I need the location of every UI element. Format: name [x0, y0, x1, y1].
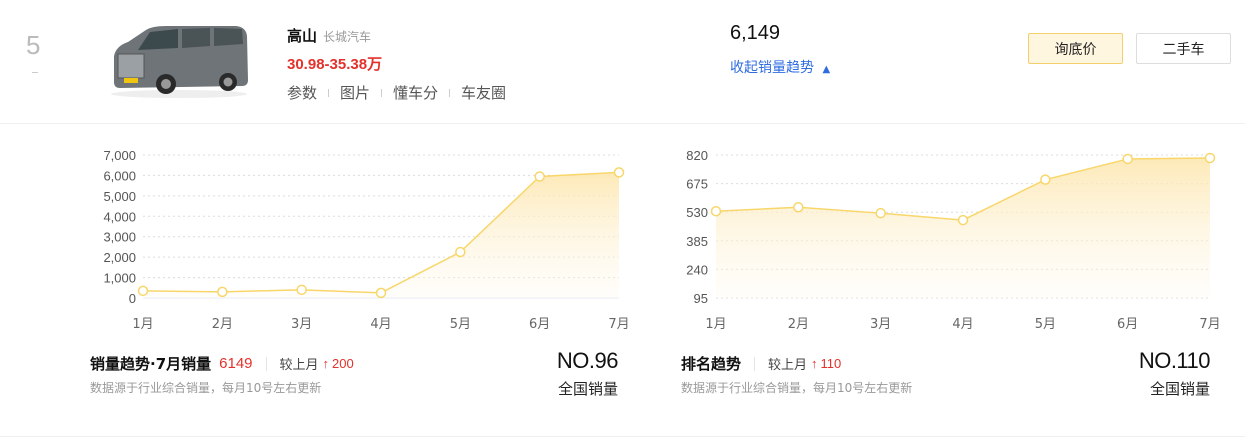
data-point [296, 284, 307, 296]
y-tick-label: 6,000 [103, 168, 136, 183]
price-range: 30.98-35.38万 [287, 56, 383, 73]
rank-trend-title: 排名趋势 较上月 ↑ 110 [681, 353, 841, 374]
divider [328, 88, 330, 97]
triangle-up-icon: ▲ [822, 64, 831, 75]
y-tick-label: 7,000 [103, 148, 136, 163]
collapse-trend-toggle[interactable]: 收起销量趋势 ▲ [730, 57, 830, 77]
brand-name[interactable]: 长城汽车 [323, 30, 372, 44]
y-tick-label: 385 [686, 234, 708, 249]
data-point [957, 214, 969, 226]
x-tick-label: 2月 [212, 317, 233, 332]
rank-number: 5 [26, 30, 41, 60]
x-tick-label: 1月 [132, 317, 153, 332]
used-car-button[interactable]: 二手车 [1136, 33, 1231, 64]
y-tick-label: 5,000 [103, 189, 136, 204]
y-tick-label: 675 [686, 177, 708, 192]
x-tick-label: 1月 [705, 317, 726, 332]
x-tick-label: 5月 [1035, 317, 1056, 332]
data-source-note: 数据源于行业综合销量，每月10号左右更新 [90, 381, 322, 395]
data-point [1040, 174, 1051, 185]
toggle-label: 收起销量趋势 [730, 60, 814, 76]
y-tick-label: 4,000 [103, 209, 136, 224]
data-point [1204, 152, 1216, 164]
compare-value: 200 [332, 356, 354, 371]
data-point [793, 202, 804, 213]
ask-price-button[interactable]: 询底价 [1028, 33, 1123, 64]
area-fill [143, 172, 619, 298]
divider [381, 88, 383, 97]
rank-change-dash [32, 72, 38, 73]
month-sales-value: 6149 [219, 355, 253, 372]
rank-title-text: 排名趋势 [681, 355, 742, 373]
link-params[interactable]: 参数 [287, 84, 318, 102]
national-rank-label: 全国销量 [557, 380, 618, 398]
area-fill [716, 157, 1210, 298]
link-score[interactable]: 懂车分 [393, 84, 439, 102]
arrow-up-icon: ↑ [322, 356, 330, 371]
data-point [613, 167, 625, 178]
data-point [455, 246, 466, 258]
row-bottom-border [0, 436, 1245, 437]
y-tick-label: 1,000 [103, 271, 136, 286]
data-source-note: 数据源于行业综合销量，每月10号左右更新 [681, 381, 913, 395]
y-tick-label: 3,000 [103, 230, 136, 245]
link-photos[interactable]: 图片 [340, 84, 371, 102]
car-image[interactable] [106, 24, 252, 98]
section-divider [0, 123, 1245, 124]
y-tick-label: 0 [129, 291, 136, 306]
data-point [710, 205, 722, 217]
y-tick-label: 240 [686, 262, 708, 277]
national-rank-label: 全国销量 [1149, 380, 1210, 398]
x-tick-label: 7月 [1199, 317, 1220, 332]
car-name[interactable]: 高山 长城汽车 [287, 25, 371, 46]
data-point [875, 207, 886, 219]
y-tick-label: 820 [686, 148, 708, 163]
y-tick-label: 530 [686, 205, 708, 220]
car-links: 参数 图片 懂车分 车友圈 [287, 82, 506, 103]
data-point [375, 287, 387, 299]
x-tick-label: 6月 [1117, 317, 1138, 332]
divider [449, 88, 451, 97]
y-tick-label: 95 [694, 291, 708, 306]
sales-count: 6,149 [730, 22, 781, 44]
x-tick-label: 7月 [608, 317, 629, 332]
sales-trend-title: 销量趋势·7月销量 6149 较上月 ↑ 200 [90, 353, 354, 374]
data-point [1122, 153, 1133, 165]
data-point [137, 285, 149, 297]
car-name-link[interactable]: 高山 [287, 27, 318, 45]
data-point [534, 171, 545, 182]
x-tick-label: 6月 [529, 317, 550, 332]
trend-charts: 0 1,000 2,000 3,000 4,000 5,000 6,000 7,000 1月 2月… [103, 148, 1220, 332]
compare-value: 110 [820, 356, 842, 371]
arrow-up-icon: ↑ [811, 356, 818, 371]
x-tick-label: 3月 [870, 317, 891, 332]
x-tick-label: 3月 [291, 317, 312, 332]
x-tick-label: 4月 [952, 317, 973, 332]
link-community[interactable]: 车友圈 [461, 84, 507, 102]
compare-label: 较上月 [279, 358, 319, 373]
divider [754, 356, 756, 371]
y-tick-label: 2,000 [103, 250, 136, 265]
x-tick-label: 2月 [788, 317, 809, 332]
x-tick-label: 5月 [450, 317, 471, 332]
x-tick-label: 4月 [370, 317, 391, 332]
divider [265, 356, 267, 371]
data-point [217, 286, 228, 298]
national-rank: NO.110 [1138, 348, 1211, 373]
national-rank: NO.96 [556, 348, 619, 373]
sales-title-text: 销量趋势·7月销量 [90, 355, 212, 373]
compare-label: 较上月 [768, 358, 808, 373]
